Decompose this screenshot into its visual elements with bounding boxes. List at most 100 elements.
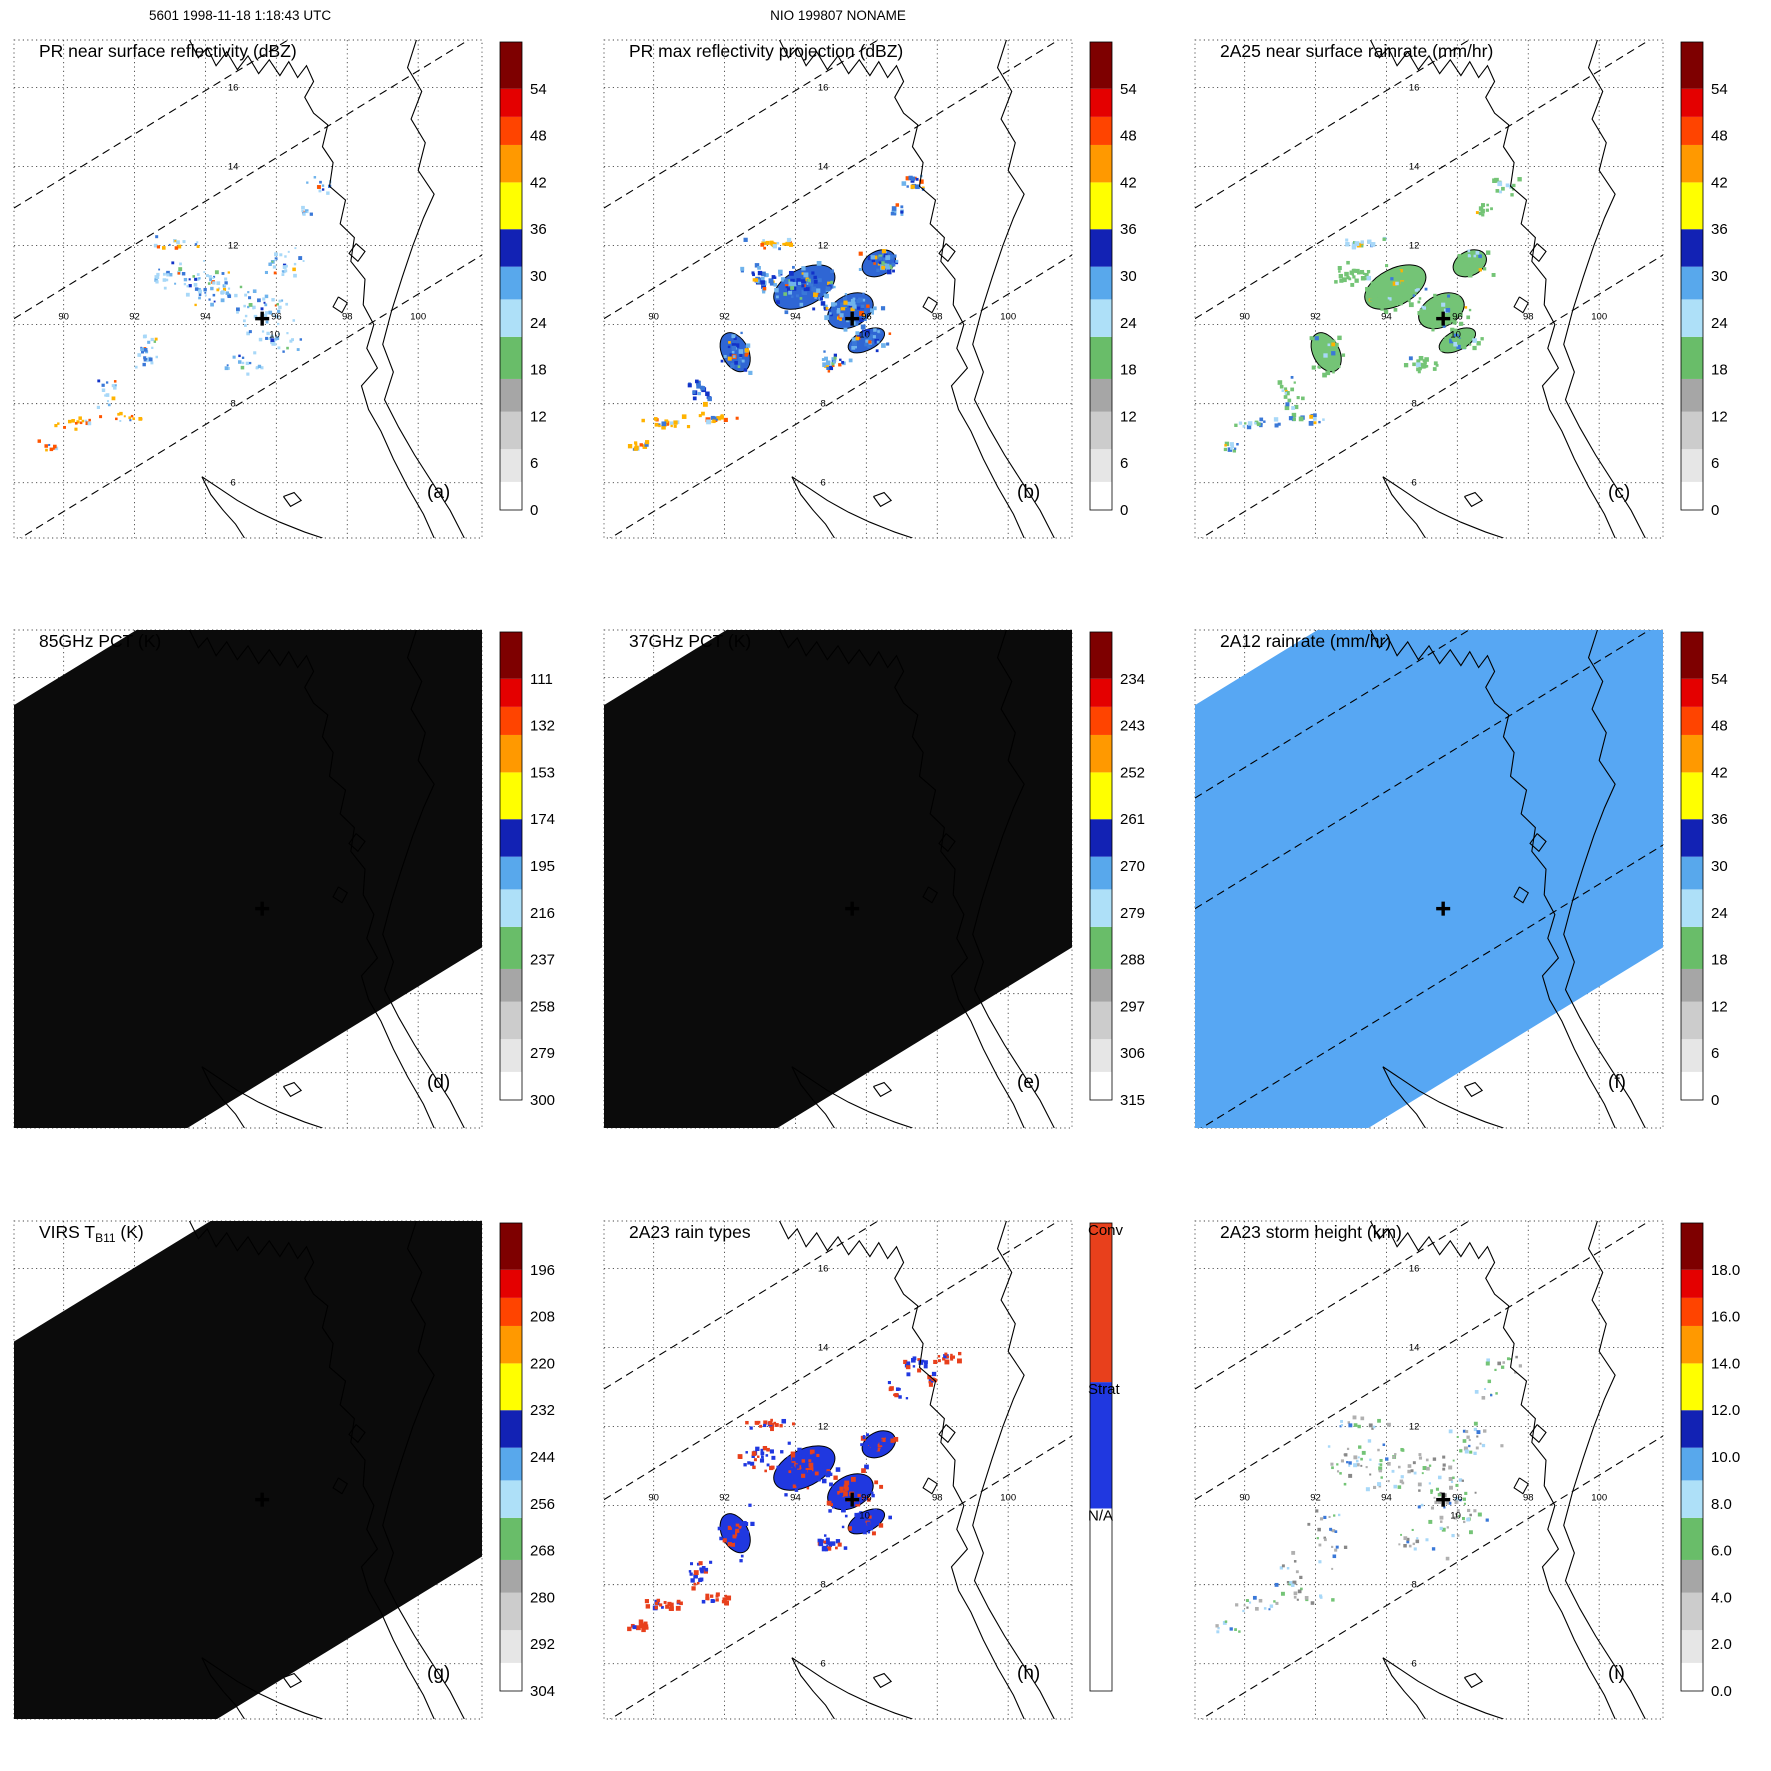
panel-d-figure: 9092949698100161412861085GHz PCT (K)(d)3…	[13, 629, 555, 1129]
colorbar-tick-label: 0.0	[1711, 1683, 1732, 1700]
colorbar-tick-label: 292	[530, 1636, 555, 1653]
storm-center-marker	[1435, 1492, 1450, 1507]
panel-title: 2A23 storm height (km)	[1220, 1222, 1402, 1242]
colorbar-tick-label: 48	[1711, 718, 1728, 735]
colorbar-tick-label: 18	[1711, 952, 1728, 969]
map-grid	[1194, 1220, 1664, 1720]
panel-b-figure: 90 92 94 96 98 100 16 14 12 8 6 10 PR max reflectivi…	[603, 39, 1137, 539]
panel-letter: (h)	[1017, 1663, 1040, 1684]
storm-center-marker	[845, 901, 860, 916]
svg-text:94: 94	[1381, 1492, 1392, 1503]
storm-center-marker	[255, 901, 270, 916]
svg-text:12: 12	[1408, 241, 1419, 252]
map-grid	[1194, 39, 1664, 539]
figure-storm-id: NIO 199807 NONAME	[770, 8, 906, 23]
colorbar: 0 6 12 18 24 30 36 42 48 54	[499, 41, 547, 519]
map-grid	[603, 39, 1073, 539]
colorbar-tick-label: 111	[530, 671, 553, 688]
svg-text:90: 90	[649, 312, 660, 323]
svg-text:14: 14	[818, 161, 829, 172]
colorbar-tick-label: 54	[1711, 671, 1728, 688]
svg-text:94: 94	[1381, 312, 1392, 323]
svg-text:6: 6	[1411, 478, 1416, 489]
colorbar-tick-label: 24	[1711, 315, 1728, 332]
colorbar-tick-label: 12	[1120, 408, 1137, 425]
svg-text:94: 94	[200, 312, 211, 323]
svg-text:16: 16	[1408, 1263, 1419, 1274]
panel-title: 2A12 rainrate (mm/hr)	[1220, 631, 1391, 651]
svg-text:96: 96	[1452, 312, 1463, 323]
swath-edge-dashes	[14, 40, 482, 538]
map-grid-labels: 90 92 94 96 98 100 16 14 12 8 6 10	[58, 82, 426, 488]
colorbar-tick-label: 6	[1120, 455, 1128, 472]
colorbar-tick-label: 8.0	[1711, 1495, 1732, 1512]
storm-center-marker	[1435, 311, 1450, 326]
panel-b: 90 92 94 96 98 100 16 14 12 8 6 10 PR max reflectivi…	[590, 0, 1180, 590]
panel-letter: (d)	[427, 1072, 450, 1093]
panel-letter: (e)	[1017, 1072, 1040, 1093]
panel-d: 9092949698100161412861085GHz PCT (K)(d)3…	[0, 590, 590, 1180]
panel-title: 37GHz PCT (K)	[629, 631, 751, 651]
coastline	[189, 1220, 465, 1719]
svg-text:90: 90	[58, 312, 69, 323]
map-grid-labels: 90 92 94 96 98 100 16 14 12 8 6 10	[649, 1263, 1017, 1669]
storm-center-marker	[255, 1492, 270, 1507]
storm-center-marker	[845, 1492, 860, 1507]
panel-c-figure: 90 92 94 96 98 100 16 14 12 8 6 10 2A25 near surface…	[1194, 39, 1728, 539]
coastline	[779, 40, 1056, 538]
svg-text:90: 90	[1239, 1492, 1250, 1503]
colorbar-tick-label: 153	[530, 765, 555, 782]
panel-letter: (a)	[427, 482, 450, 503]
colorbar-tick-label: 30	[530, 268, 547, 285]
colorbar-tick-label: 297	[1120, 999, 1145, 1016]
colorbar-tick-label: 244	[530, 1449, 555, 1466]
storm-center-marker	[1435, 901, 1450, 916]
colorbar-tick-label: 36	[1711, 812, 1728, 829]
panel-e: 9092949698100161412861037GHz PCT (K)(e)3…	[590, 590, 1180, 1180]
colorbar-tick-label: 2.0	[1711, 1636, 1732, 1653]
colorbar-tick-label: 0	[530, 502, 538, 519]
svg-text:92: 92	[129, 312, 140, 323]
colorbar: 300 279 258 237 216 195 174 153 132 111	[499, 631, 555, 1109]
colorbar-tick-label: 24	[1120, 315, 1137, 332]
sensor-swath-band	[14, 630, 482, 1129]
svg-text:100: 100	[1591, 1492, 1607, 1503]
colorbar-tick-label: 4.0	[1711, 1589, 1732, 1606]
storm-center-marker	[845, 311, 860, 326]
colorbar-tick-label: 208	[530, 1308, 555, 1325]
colorbar-tick-label: 16.0	[1711, 1308, 1740, 1325]
colorbar-tick-label: 279	[530, 1046, 555, 1063]
colorbar-tick-label: 243	[1120, 718, 1145, 735]
panel-title: 2A23 rain types	[629, 1222, 751, 1242]
colorbar-tick-label: 18.0	[1711, 1261, 1740, 1278]
sensor-swath-band	[1194, 630, 1663, 1129]
coastline	[189, 630, 465, 1129]
panel-letter: (c)	[1608, 482, 1630, 503]
svg-text:10: 10	[269, 330, 280, 341]
coastline	[779, 1220, 1056, 1719]
swath-edge-dashes	[1194, 630, 1663, 1129]
svg-text:14: 14	[1408, 161, 1419, 172]
panel-title: PR max reflectivity projection (dBZ)	[629, 41, 903, 61]
colorbar-tick-label: 195	[530, 858, 555, 875]
colorbar-category-label: Conv	[1088, 1222, 1124, 1239]
svg-text:94: 94	[790, 312, 801, 323]
svg-text:100: 100	[1001, 312, 1017, 323]
svg-text:12: 12	[228, 241, 239, 252]
coastline	[1369, 1220, 1646, 1719]
svg-text:14: 14	[818, 1342, 829, 1353]
panel-h: 90 92 94 96 98 100 16 14 12 8 6 10 2A23 rain types (h…	[590, 1181, 1180, 1771]
colorbar-tick-label: 280	[530, 1589, 555, 1606]
panel-h-figure: 90 92 94 96 98 100 16 14 12 8 6 10 2A23 rain types (h…	[603, 1220, 1124, 1720]
colorbar-tick-label: 261	[1120, 812, 1145, 829]
svg-text:12: 12	[1408, 1421, 1419, 1432]
colorbar-tick-label: 54	[1711, 81, 1728, 98]
colorbar-tick-label: 270	[1120, 858, 1145, 875]
svg-text:8: 8	[821, 1579, 826, 1590]
panel-c: 90 92 94 96 98 100 16 14 12 8 6 10 2A25 near surface…	[1181, 0, 1771, 590]
storm-center-marker	[255, 311, 270, 326]
swath-edge-dashes	[604, 40, 1073, 538]
colorbar-tick-label: 42	[1711, 174, 1728, 191]
colorbar-tick-label: 234	[1120, 671, 1145, 688]
